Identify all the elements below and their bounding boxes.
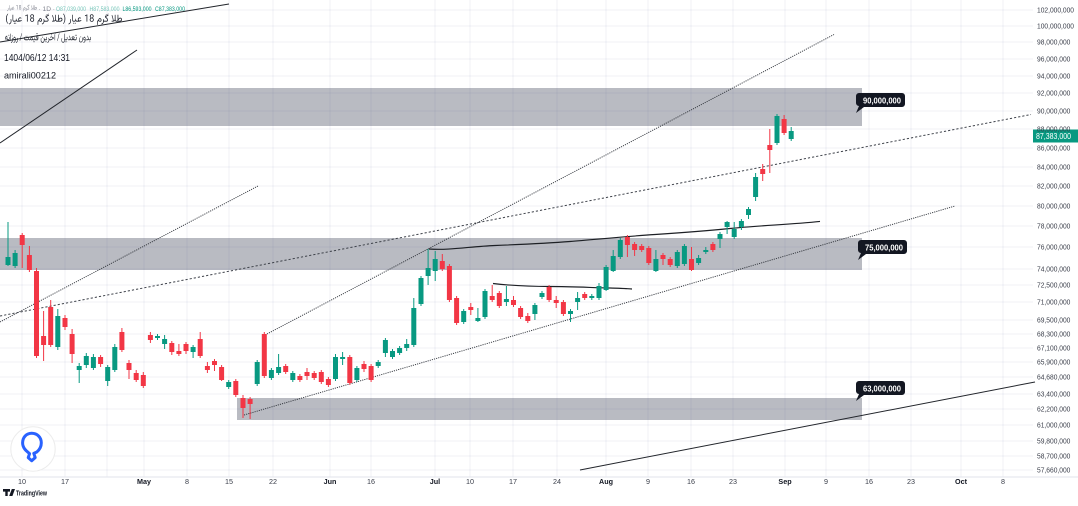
svg-text:C87,383,000: C87,383,000 (155, 6, 185, 13)
svg-text:23: 23 (729, 477, 737, 486)
svg-text:98,000,000: 98,000,000 (1037, 38, 1070, 47)
svg-text:10: 10 (466, 477, 474, 486)
svg-text:TradingView: TradingView (16, 490, 47, 497)
svg-text:76,000,000: 76,000,000 (1037, 243, 1070, 252)
svg-text:75,000,000: 75,000,000 (865, 244, 904, 253)
svg-text:24: 24 (553, 477, 561, 486)
svg-text:9: 9 (824, 477, 828, 486)
svg-text:· 1D ·: · 1D · (39, 6, 55, 13)
svg-text:63,400,000: 63,400,000 (1037, 390, 1070, 399)
svg-text:64,680,000: 64,680,000 (1037, 373, 1070, 382)
svg-text:Oct: Oct (955, 477, 968, 486)
svg-text:86,000,000: 86,000,000 (1037, 144, 1070, 153)
svg-text:100,000,000: 100,000,000 (1037, 22, 1074, 31)
svg-text:16: 16 (367, 477, 375, 486)
svg-text:92,000,000: 92,000,000 (1037, 89, 1070, 98)
svg-text:H87,583,000: H87,583,000 (90, 6, 120, 13)
svg-text:88,000,000: 88,000,000 (1037, 125, 1070, 134)
svg-text:23: 23 (907, 477, 915, 486)
svg-text:94,000,000: 94,000,000 (1037, 72, 1070, 81)
svg-text:69,500,000: 69,500,000 (1037, 316, 1070, 325)
svg-text:71,000,000: 71,000,000 (1037, 298, 1070, 307)
svg-text:O87,039,000: O87,039,000 (56, 6, 86, 13)
svg-text:68,300,000: 68,300,000 (1037, 330, 1070, 339)
svg-text:1404/06/12 14:31: 1404/06/12 14:31 (4, 53, 70, 64)
svg-text:65,900,000: 65,900,000 (1037, 358, 1070, 367)
svg-text:82,000,000: 82,000,000 (1037, 182, 1070, 191)
svg-text:Jul: Jul (430, 477, 440, 486)
svg-text:61,000,000: 61,000,000 (1037, 421, 1070, 430)
svg-text:78,000,000: 78,000,000 (1037, 222, 1070, 231)
svg-text:16: 16 (865, 477, 873, 486)
svg-text:8: 8 (185, 477, 189, 486)
svg-text:9: 9 (646, 477, 650, 486)
svg-text:58,700,000: 58,700,000 (1037, 452, 1070, 461)
svg-text:8: 8 (1001, 477, 1005, 486)
svg-text:57,660,000: 57,660,000 (1037, 466, 1070, 475)
svg-text:Aug: Aug (599, 477, 613, 486)
svg-text:Sep: Sep (778, 477, 792, 486)
svg-text:59,800,000: 59,800,000 (1037, 437, 1070, 446)
svg-text:amirali00212: amirali00212 (4, 71, 56, 82)
svg-text:62,200,000: 62,200,000 (1037, 405, 1070, 414)
svg-text:L86,593,000: L86,593,000 (123, 6, 152, 13)
svg-text:84,000,000: 84,000,000 (1037, 163, 1070, 172)
svg-text:63,000,000: 63,000,000 (863, 385, 902, 394)
svg-text:102,000,000: 102,000,000 (1037, 6, 1074, 15)
svg-text:90,000,000: 90,000,000 (863, 97, 902, 106)
svg-text:10: 10 (18, 477, 26, 486)
svg-text:17: 17 (509, 477, 517, 486)
svg-text:17: 17 (61, 477, 69, 486)
svg-text:80,000,000: 80,000,000 (1037, 202, 1070, 211)
svg-text:96,000,000: 96,000,000 (1037, 55, 1070, 64)
svg-text:87,383,000: 87,383,000 (1036, 132, 1071, 141)
svg-text:74,000,000: 74,000,000 (1037, 265, 1070, 274)
svg-text:15: 15 (225, 477, 233, 486)
svg-text:May: May (137, 477, 151, 486)
svg-text:72,500,000: 72,500,000 (1037, 281, 1070, 290)
svg-text:67,100,000: 67,100,000 (1037, 344, 1070, 353)
svg-text:16: 16 (687, 477, 695, 486)
svg-text:Jun: Jun (324, 477, 337, 486)
svg-text:90,000,000: 90,000,000 (1037, 107, 1070, 116)
svg-text:22: 22 (269, 477, 277, 486)
